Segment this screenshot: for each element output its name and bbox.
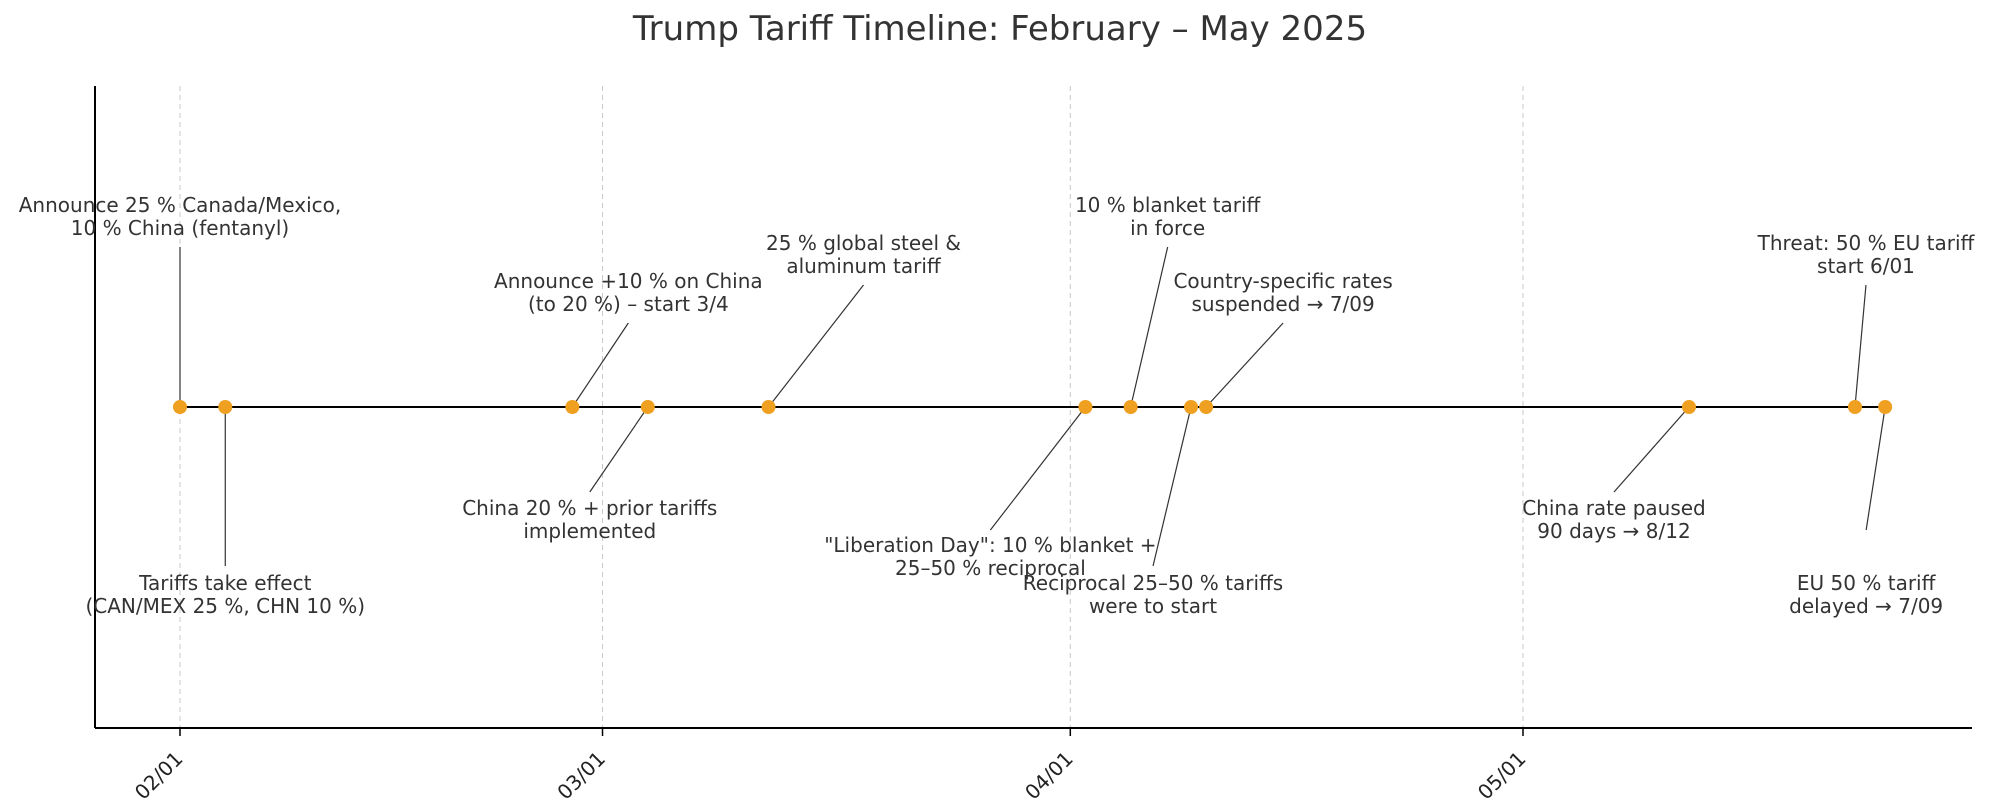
event-leader-lines [179,246,1886,567]
event-marker [640,400,655,414]
event-leader-line [589,406,649,493]
event-label-line: Reciprocal 25–50 % tariffs [1023,571,1283,595]
grid-lines [179,86,1524,728]
event-label: Threat: 50 % EU tariff start 6/01 [1757,231,1976,278]
event-label-line: 10 % China (fentanyl) [71,216,289,240]
event-label-line: 90 days → 8/12 [1537,519,1690,543]
event-label: Announce 25 % Canada/Mexico, 10 % China (… [19,193,341,240]
event-label-line: (CAN/MEX 25 %, CHN 10 %) [85,594,365,618]
event-marker [761,400,776,414]
event-label-line: (to 20 %) – start 3/4 [528,292,729,316]
event-leader-line [1152,406,1192,567]
event-marker [1123,400,1138,414]
event-label: EU 50 % tariff delayed → 7/09 [1789,571,1943,618]
event-marker [1078,400,1093,414]
event-marker [1184,400,1199,414]
event-label-line: were to start [1089,594,1217,618]
event-marker [1878,400,1893,414]
event-label: China rate paused 90 days → 8/12 [1522,496,1706,543]
event-leader-line [989,406,1086,531]
event-label-line: start 6/01 [1817,254,1915,278]
event-leader-line [1865,406,1886,531]
event-marker [1847,400,1862,414]
event-label-line: "Liberation Day": 10 % blanket + [824,533,1156,557]
event-label: "Liberation Day": 10 % blanket +25–50 % … [824,533,1156,580]
event-label: Announce +10 % on China (to 20 %) – start… [494,269,763,316]
event-label-line: Tariffs take effect [138,571,312,595]
event-label-line: Country-specific rates [1173,269,1392,293]
event-label-line: EU 50 % tariff [1797,571,1937,595]
event-label: 10 % blanket tariff in force [1075,193,1262,240]
x-tick-label: 03/01 [552,747,610,804]
event-label-line: in force [1130,216,1205,240]
event-label: Tariffs take effect (CAN/MEX 25 %, CHN 10… [85,571,365,618]
event-label: Country-specific rates suspended → 7/09 [1173,269,1392,316]
event-leader-line [1613,406,1690,493]
event-label-line: Threat: 50 % EU tariff [1757,231,1976,255]
event-label-line: aluminum tariff [786,254,942,278]
event-leader-line [768,284,864,408]
event-leader-line [1854,284,1867,408]
event-label-line: implemented [523,519,656,543]
event-label-line: suspended → 7/09 [1191,292,1374,316]
event-label-line: China 20 % + prior tariffs [462,496,717,520]
event-marker [1199,400,1214,414]
event-markers [173,400,1893,414]
event-label: China 20 % + prior tariffs implemented [462,496,717,543]
event-leader-line [571,322,629,408]
event-marker [173,400,187,414]
event-label-line: 25 % global steel & [766,231,961,255]
x-tick-label: 05/01 [1473,747,1531,804]
event-labels: Announce 25 % Canada/Mexico, 10 % China (… [19,193,1976,618]
event-marker [565,400,580,414]
event-leader-line [1205,322,1284,408]
chart-title: Trump Tariff Timeline: February – May 20… [632,9,1367,49]
event-leader-line [1130,246,1169,408]
event-label: 25 % global steel & aluminum tariff [766,231,961,278]
event-label-line: 10 % blanket tariff [1075,193,1262,217]
x-tick-label: 04/01 [1020,747,1078,804]
event-label-line: Announce +10 % on China [494,269,763,293]
event-label: Reciprocal 25–50 % tariffs were to start [1023,571,1283,618]
x-axis-ticks: 02/01 03/01 04/01 05/01 [130,728,1531,804]
event-label-line: Announce 25 % Canada/Mexico, [19,193,341,217]
event-marker [218,400,233,414]
event-label-line: delayed → 7/09 [1789,594,1943,618]
x-tick-label: 02/01 [130,747,188,804]
event-label-line: 25–50 % reciprocal [895,556,1086,580]
event-marker [1681,400,1696,414]
event-label-line: China rate paused [1522,496,1706,520]
